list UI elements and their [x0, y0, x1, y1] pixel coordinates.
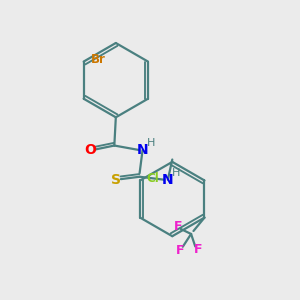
Text: O: O — [85, 143, 97, 157]
Text: F: F — [194, 243, 202, 256]
Text: S: S — [111, 173, 121, 187]
Text: F: F — [173, 220, 182, 233]
Text: N: N — [162, 173, 174, 187]
Text: F: F — [176, 244, 184, 257]
Text: H: H — [172, 168, 180, 178]
Text: Cl: Cl — [147, 172, 159, 185]
Text: H: H — [147, 139, 155, 148]
Text: Br: Br — [91, 53, 106, 66]
Text: N: N — [137, 143, 148, 157]
